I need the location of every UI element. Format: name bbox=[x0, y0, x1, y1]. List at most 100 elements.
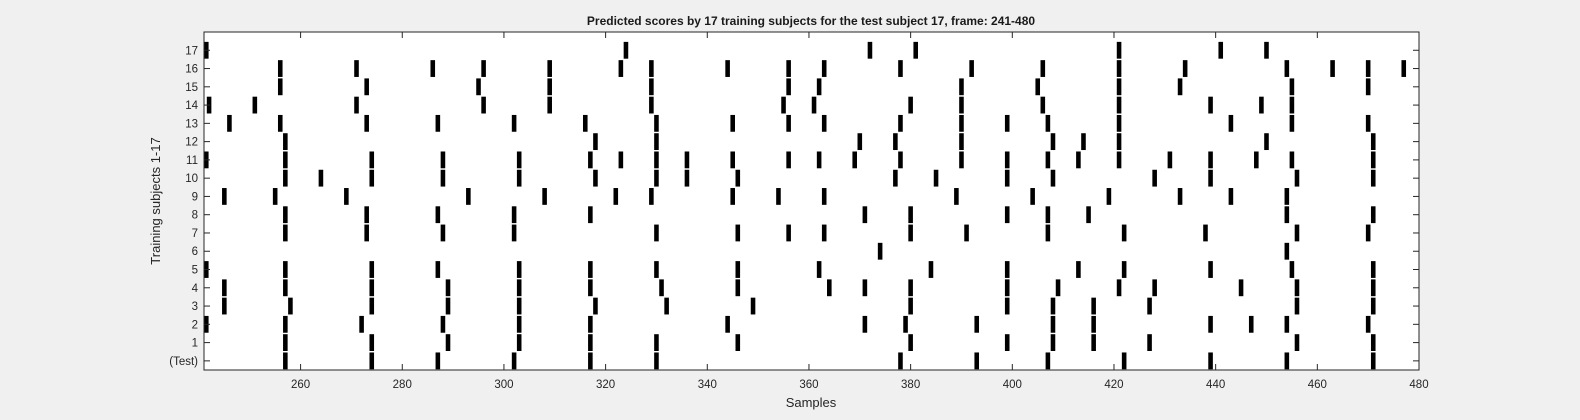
event-mark bbox=[1208, 261, 1213, 278]
event-mark bbox=[288, 297, 293, 315]
x-tick-label: 480 bbox=[1409, 379, 1428, 391]
event-mark bbox=[1004, 114, 1010, 132]
event-mark bbox=[547, 78, 552, 96]
event-mark bbox=[1228, 188, 1234, 205]
event-mark bbox=[821, 114, 827, 132]
y-tick-label: 6 bbox=[192, 246, 198, 258]
event-mark bbox=[1365, 78, 1371, 96]
event-mark bbox=[959, 96, 964, 114]
event-mark bbox=[908, 334, 913, 351]
event-mark bbox=[1116, 96, 1122, 114]
event-mark bbox=[654, 352, 659, 370]
event-mark bbox=[730, 188, 735, 205]
y-tick-label: 4 bbox=[192, 283, 199, 295]
event-mark bbox=[369, 279, 375, 297]
event-mark bbox=[1208, 315, 1213, 333]
event-mark bbox=[445, 279, 451, 297]
event-mark bbox=[1248, 315, 1254, 333]
event-mark bbox=[862, 279, 868, 297]
event-mark bbox=[725, 60, 730, 77]
x-tick-label: 400 bbox=[1003, 379, 1022, 391]
event-mark bbox=[776, 188, 781, 205]
y-tick-label: 16 bbox=[185, 64, 198, 76]
event-mark bbox=[277, 78, 283, 96]
event-mark bbox=[730, 151, 735, 169]
event-mark bbox=[1040, 96, 1046, 114]
event-mark bbox=[618, 60, 624, 77]
event-mark bbox=[1208, 96, 1213, 114]
event-mark bbox=[1228, 114, 1234, 132]
event-mark bbox=[1004, 279, 1010, 297]
event-mark bbox=[1370, 279, 1376, 297]
event-mark bbox=[974, 315, 980, 333]
event-mark bbox=[516, 169, 522, 187]
event-mark bbox=[1289, 78, 1295, 96]
event-mark bbox=[684, 151, 690, 169]
event-mark bbox=[1050, 315, 1056, 333]
event-mark bbox=[1076, 261, 1081, 278]
event-mark bbox=[1208, 352, 1213, 370]
event-mark bbox=[1401, 60, 1407, 77]
event-mark bbox=[908, 224, 913, 242]
event-mark bbox=[1116, 78, 1122, 96]
event-mark bbox=[659, 279, 664, 297]
event-mark bbox=[283, 151, 288, 169]
event-mark bbox=[547, 96, 552, 114]
y-tick-label: 7 bbox=[192, 228, 198, 240]
event-mark bbox=[1182, 60, 1188, 77]
x-tick-label: 320 bbox=[596, 379, 615, 391]
event-mark bbox=[1004, 206, 1010, 224]
event-mark bbox=[1076, 151, 1081, 169]
event-mark bbox=[857, 133, 863, 151]
event-mark bbox=[649, 188, 654, 205]
event-mark bbox=[959, 114, 964, 132]
event-mark bbox=[466, 188, 471, 205]
event-mark bbox=[816, 78, 822, 96]
event-mark bbox=[1284, 188, 1290, 205]
y-tick-label: 9 bbox=[192, 191, 198, 203]
event-mark bbox=[1264, 133, 1269, 151]
event-mark bbox=[1152, 279, 1157, 297]
event-mark bbox=[908, 279, 913, 297]
x-tick-label: 440 bbox=[1206, 379, 1225, 391]
y-tick-label: 15 bbox=[185, 82, 198, 94]
event-mark bbox=[827, 279, 832, 297]
event-mark bbox=[1365, 114, 1371, 132]
y-tick-label: 3 bbox=[192, 301, 198, 313]
event-mark bbox=[1294, 169, 1300, 187]
event-mark bbox=[511, 352, 517, 370]
y-tick-label: 8 bbox=[192, 210, 198, 222]
event-mark bbox=[1294, 279, 1300, 297]
event-mark bbox=[816, 261, 822, 278]
event-mark bbox=[786, 151, 791, 169]
event-mark bbox=[445, 334, 451, 351]
event-mark bbox=[1004, 151, 1010, 169]
event-mark bbox=[964, 224, 969, 242]
event-mark bbox=[654, 261, 659, 278]
event-mark bbox=[1152, 169, 1157, 187]
event-mark bbox=[588, 261, 593, 278]
event-mark bbox=[354, 60, 359, 77]
event-mark bbox=[852, 151, 857, 169]
event-mark bbox=[1177, 78, 1183, 96]
event-mark bbox=[516, 261, 522, 278]
event-mark bbox=[430, 60, 436, 77]
event-mark bbox=[969, 60, 974, 77]
event-mark bbox=[318, 169, 324, 187]
event-mark bbox=[1004, 297, 1010, 315]
event-mark bbox=[735, 279, 741, 297]
event-mark bbox=[369, 297, 375, 315]
plot-area bbox=[204, 32, 1419, 370]
event-mark bbox=[1116, 279, 1122, 297]
event-mark bbox=[1208, 169, 1213, 187]
event-mark bbox=[588, 279, 593, 297]
event-mark bbox=[1254, 151, 1259, 169]
event-mark bbox=[283, 352, 288, 370]
event-mark bbox=[1330, 60, 1335, 77]
event-mark bbox=[877, 242, 883, 260]
event-mark bbox=[277, 60, 283, 77]
event-mark bbox=[1284, 352, 1290, 370]
event-mark bbox=[588, 151, 593, 169]
